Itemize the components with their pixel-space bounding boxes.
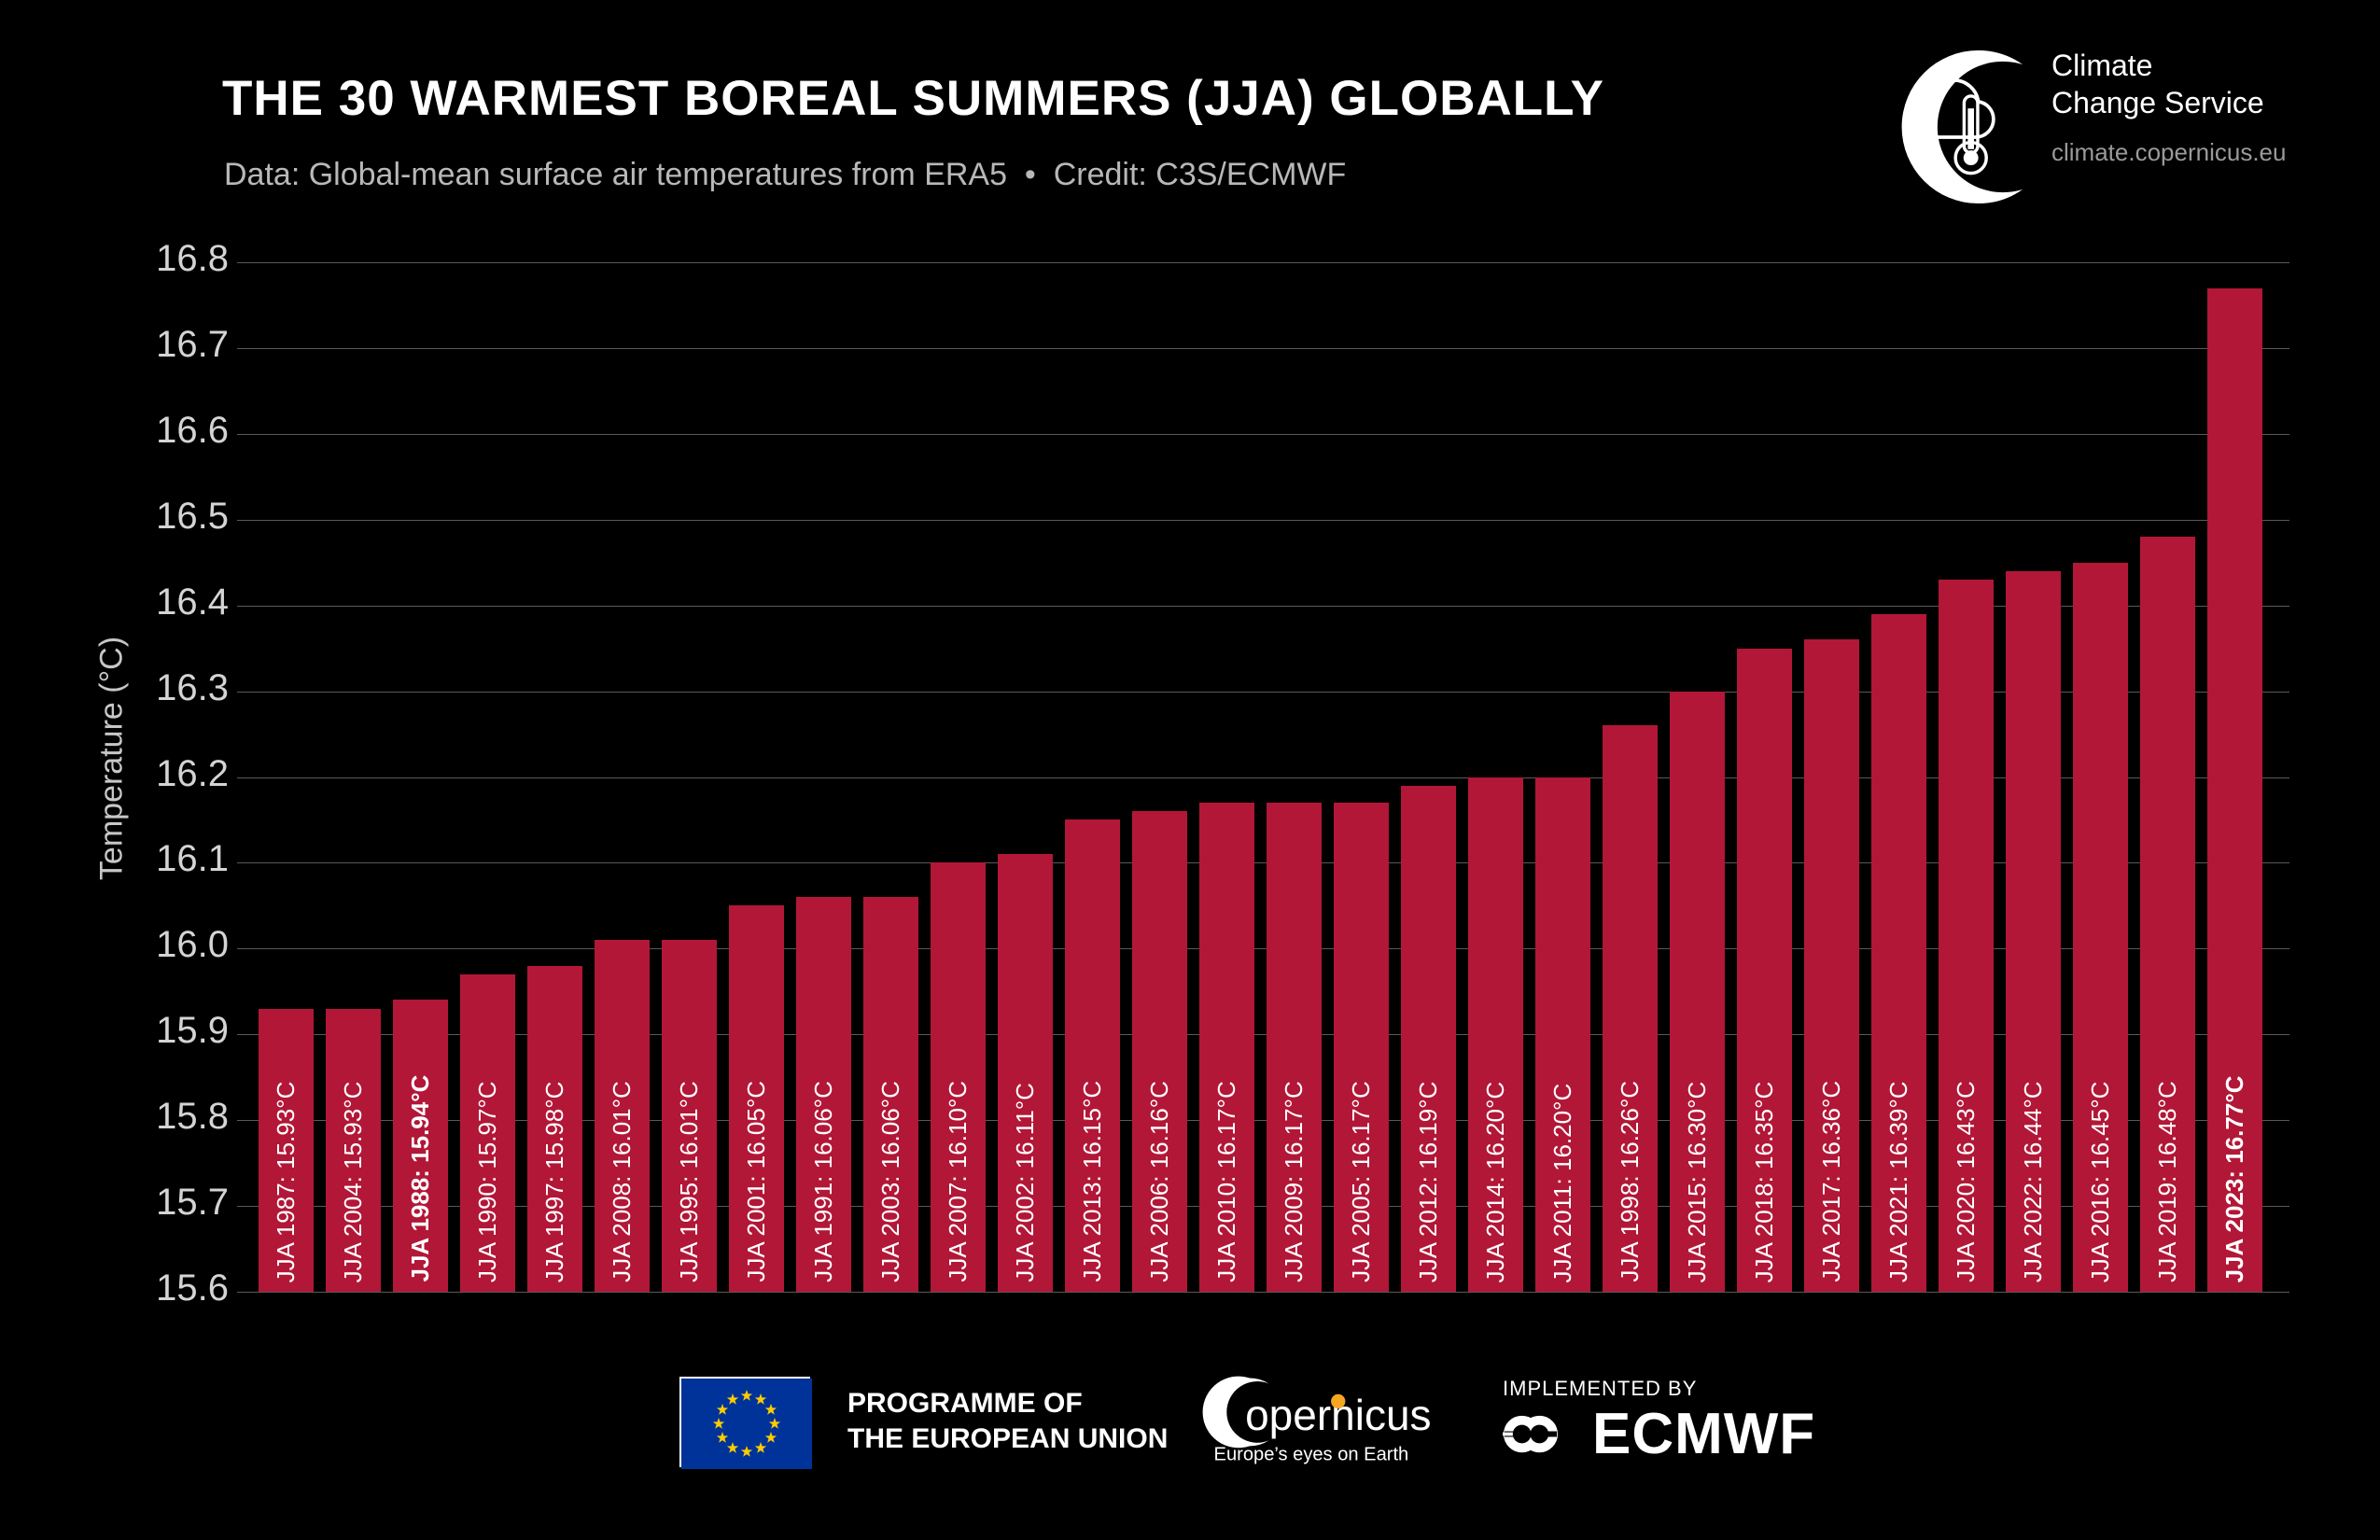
svg-text:Europe’s eyes on Earth: Europe’s eyes on Earth: [1214, 1445, 1409, 1465]
